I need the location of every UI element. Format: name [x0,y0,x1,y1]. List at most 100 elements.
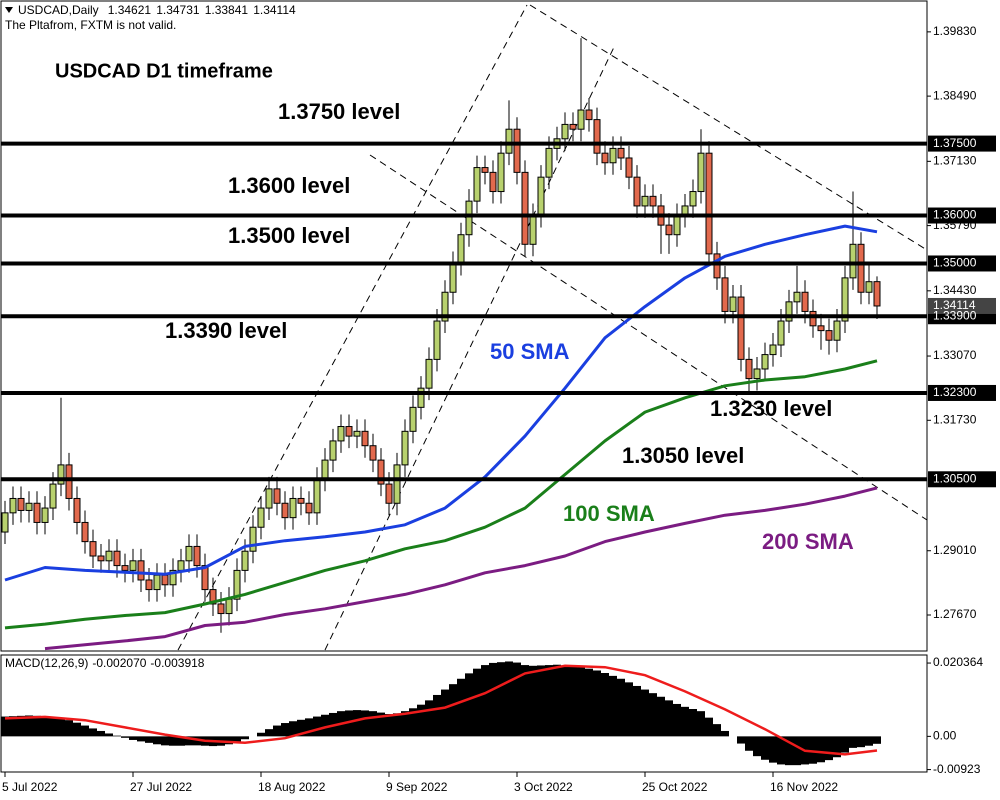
level-label: 1.3050 level [622,443,744,468]
candle-body [41,507,49,523]
candle-body [81,521,89,543]
macd-bar [313,716,321,737]
macd-bar [385,714,393,737]
candle-body [785,301,793,322]
candle-body [721,277,729,312]
trendline [324,44,616,651]
macd-bar [481,665,489,737]
candle-body [473,167,481,202]
macd-bar [705,717,713,737]
level-axis-label: 1.37500 [933,136,977,150]
macd-bar [161,736,169,746]
candle-body [153,574,161,591]
candle-body [57,464,65,485]
candle-body [305,502,313,514]
macd-bar [433,694,441,737]
close-axis-box [928,297,996,314]
candle-body [545,147,553,178]
macd-bar [521,665,529,737]
candle-body [17,497,25,511]
candle-body [185,545,193,562]
macd-bar [281,723,289,737]
candle-body [441,291,449,322]
macd-bar [393,713,401,737]
macd-bar [817,736,825,763]
macd-bar [633,685,641,737]
macd-bar [369,711,377,737]
trendline [529,4,927,251]
candle-body [177,560,185,571]
candle-body [249,526,257,552]
candle-body [89,541,97,557]
macd-bar [625,682,633,737]
header: USDCAD,Daily 1.34621 1.34731 1.33841 1.34114 [18,3,296,17]
candle-body [593,119,601,154]
macd-bar [841,736,849,753]
macd-bar [377,712,385,737]
macd-bar [1,716,9,737]
candle-body [281,502,289,519]
signal-line [4,664,878,756]
macd-bar [737,736,745,744]
axes [0,0,996,777]
macd-bar [137,736,145,742]
level-label: 1.3390 level [165,318,287,343]
trendline [177,4,528,651]
x-tick-label: 3 Oct 2022 [514,780,573,794]
sma-label: 100 SMA [563,501,655,526]
candle-body [225,598,233,615]
macd-bar [513,662,521,737]
price-frame [0,0,928,652]
candle-body [121,565,129,571]
candle-body [297,497,305,504]
macd-bar [473,668,481,737]
candle-body [705,152,713,255]
candle-body [633,176,641,207]
macd-bar [345,710,353,737]
macd-bar [753,736,761,757]
macd-bar [665,700,673,737]
candle-body [481,167,489,173]
candle-body [73,497,81,523]
macd-header: MACD(12,26,9) -0.002070 -0.003918 [5,656,205,670]
macd-bar [609,675,617,737]
candle-body [841,277,849,322]
open-readout: 1.34621 [108,3,152,17]
candle-body [697,152,705,193]
macd-bar [177,736,185,746]
macd-bar [721,730,729,737]
macd-bar [505,661,513,737]
level-axis-box [928,255,996,272]
macd-bar [289,721,297,737]
candle-body [257,507,265,528]
macd-bar [129,736,137,740]
macd-bar [49,717,57,737]
macd-bar [497,662,505,737]
candle-body [873,281,881,307]
level-label: 1.3500 level [228,223,350,248]
macd-bar [857,736,865,748]
sma-line [44,486,878,651]
candle-body [569,123,577,130]
macd-bar [617,678,625,737]
macd-bar [241,736,249,740]
macd-bar [145,736,153,743]
macd-bar [233,736,241,743]
macd-bar [321,714,329,737]
macd-bar [113,735,121,737]
macd-bar [57,718,65,737]
candle-body [1,512,9,533]
candle-body [345,426,353,437]
candle-body [513,128,521,173]
candle-body [201,565,209,591]
x-tick-label: 5 Jul 2022 [2,780,58,794]
macd-bar [105,733,113,737]
sma-label: 50 SMA [490,339,570,364]
candle-body [529,215,537,245]
macd-bar [441,689,449,737]
candle-body [217,603,225,615]
candle-body [537,176,545,217]
macd-bar [561,665,569,737]
macd-bar [297,719,305,737]
